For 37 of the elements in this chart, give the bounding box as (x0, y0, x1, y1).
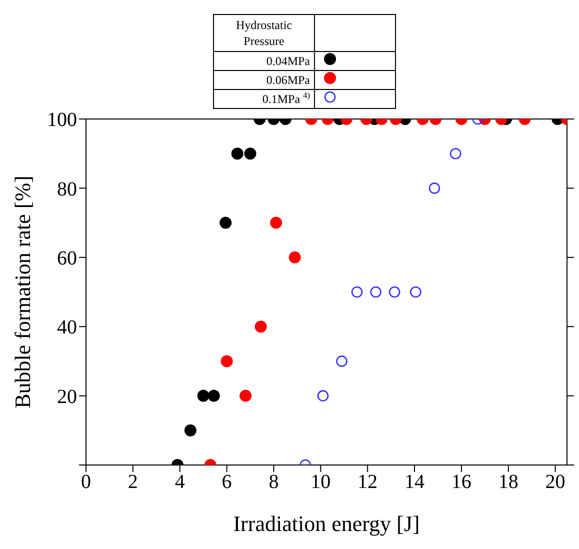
point (220, 355, 233, 368)
point (288, 251, 301, 264)
point (410, 286, 422, 298)
y-tick-label: 100 (47, 109, 77, 132)
x-tick-label: 20 (545, 471, 566, 494)
y-tick-label: 60 (57, 248, 77, 270)
point (208, 390, 220, 402)
x-tick-label: 8 (268, 471, 279, 494)
x-tick-label: 14 (404, 471, 424, 494)
point (370, 286, 382, 298)
x-tick-label: 10 (310, 471, 331, 494)
point (351, 286, 363, 298)
point (336, 356, 348, 367)
x-tick-label: 4 (174, 471, 185, 494)
x-axis-title: Irradiation energy [J] (233, 511, 420, 536)
legend-label: 0.06MPa (266, 72, 310, 86)
point (197, 390, 210, 402)
legend-label: 0.1MPa $^{4)}$ (262, 91, 310, 106)
x-tick-label: 6 (222, 471, 232, 494)
point (270, 216, 282, 229)
x-tick-label: 0 (81, 471, 91, 494)
x-tick-label: 18 (498, 471, 518, 494)
point (184, 424, 196, 436)
x-tick-label: 2 (128, 471, 138, 494)
x-tick-label: 16 (451, 471, 472, 494)
y-axis-title: Bubble formation rate [%] (10, 176, 35, 408)
legend-label: 0.04MPa (266, 54, 310, 68)
y-tick-label: 80 (57, 178, 77, 200)
point (388, 286, 400, 298)
point (220, 216, 232, 229)
y-tick-label: 40 (57, 316, 77, 339)
x-tick-label: 12 (358, 471, 378, 494)
point (317, 390, 329, 402)
point (240, 390, 252, 402)
legend-title: Hydrostatic Pressure (214, 14, 314, 52)
y-tick-label: 20 (57, 386, 77, 408)
point (254, 320, 267, 333)
